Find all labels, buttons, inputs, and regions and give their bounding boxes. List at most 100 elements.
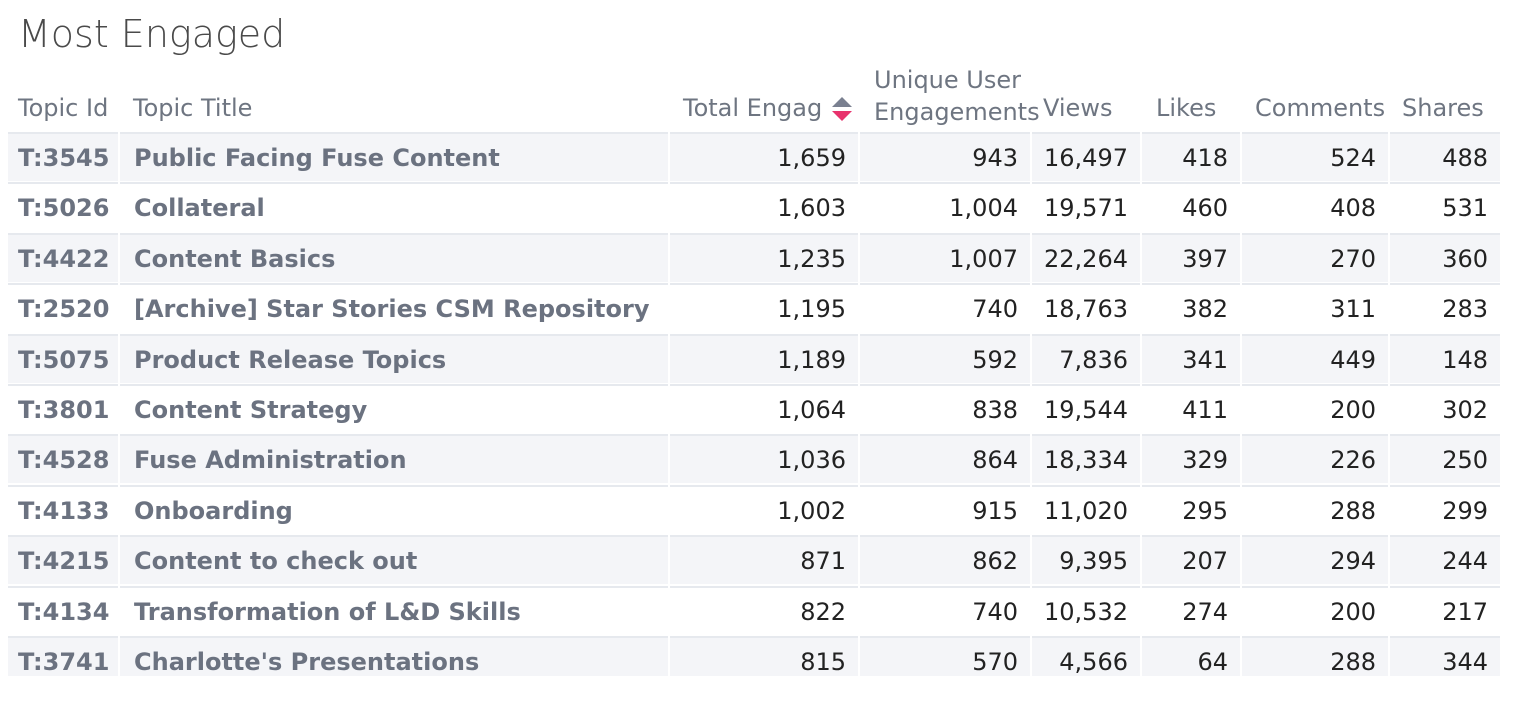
number-cell: 294 <box>1242 535 1388 585</box>
number-cell: 1,004 <box>860 182 1030 231</box>
text-cell[interactable]: Content Strategy <box>120 384 668 433</box>
number-cell: 344 <box>1390 636 1500 676</box>
number-cell: 274 <box>1142 585 1240 635</box>
number-cell: 360 <box>1390 232 1500 282</box>
text-cell: T:4422 <box>8 232 118 282</box>
number-cell: 1,659 <box>670 132 858 181</box>
number-cell: 299 <box>1390 484 1500 534</box>
number-cell: 1,002 <box>670 484 858 534</box>
number-cell: 22,264 <box>1032 232 1140 282</box>
number-cell: 311 <box>1242 283 1388 332</box>
column-header[interactable]: Total Engag <box>683 94 823 122</box>
number-cell: 341 <box>1142 333 1240 383</box>
number-cell: 570 <box>860 636 1030 676</box>
number-cell: 64 <box>1142 636 1240 676</box>
text-cell: T:5075 <box>8 333 118 383</box>
number-cell: 302 <box>1390 384 1500 433</box>
number-cell: 9,395 <box>1032 535 1140 585</box>
column-header[interactable]: Comments <box>1255 94 1386 122</box>
text-cell: T:3545 <box>8 132 118 181</box>
column-header[interactable]: Shares <box>1402 94 1484 122</box>
number-cell: 871 <box>670 535 858 585</box>
column-header[interactable]: Unique User Engagements <box>864 64 1044 138</box>
text-cell: T:5026 <box>8 182 118 231</box>
number-cell: 207 <box>1142 535 1240 585</box>
text-cell[interactable]: Charlotte's Presentations <box>120 636 668 676</box>
number-cell: 397 <box>1142 232 1240 282</box>
number-cell: 283 <box>1390 283 1500 332</box>
text-cell: T:4134 <box>8 585 118 635</box>
number-cell: 862 <box>860 535 1030 585</box>
text-cell[interactable]: Fuse Administration <box>120 434 668 484</box>
column-header[interactable]: Topic Title <box>133 94 253 122</box>
number-cell: 148 <box>1390 333 1500 383</box>
sort-icon[interactable] <box>830 96 854 124</box>
number-cell: 270 <box>1242 232 1388 282</box>
number-cell: 864 <box>860 434 1030 484</box>
number-cell: 418 <box>1142 132 1240 181</box>
number-cell: 1,189 <box>670 333 858 383</box>
number-cell: 7,836 <box>1032 333 1140 383</box>
widget-title: Most Engaged <box>18 12 286 56</box>
number-cell: 329 <box>1142 434 1240 484</box>
text-cell: T:4133 <box>8 484 118 534</box>
number-cell: 1,603 <box>670 182 858 231</box>
text-cell[interactable]: Public Facing Fuse Content <box>120 132 668 181</box>
text-cell[interactable]: Transformation of L&D Skills <box>120 585 668 635</box>
number-cell: 200 <box>1242 384 1388 433</box>
column-header[interactable]: Views <box>1043 94 1113 122</box>
number-cell: 18,334 <box>1032 434 1140 484</box>
number-cell: 16,497 <box>1032 132 1140 181</box>
text-cell[interactable]: Collateral <box>120 182 668 231</box>
number-cell: 915 <box>860 484 1030 534</box>
number-cell: 488 <box>1390 132 1500 181</box>
number-cell: 288 <box>1242 484 1388 534</box>
number-cell: 1,195 <box>670 283 858 332</box>
number-cell: 18,763 <box>1032 283 1140 332</box>
column-header[interactable]: Likes <box>1156 94 1217 122</box>
number-cell: 217 <box>1390 585 1500 635</box>
text-cell[interactable]: Content Basics <box>120 232 668 282</box>
number-cell: 10,532 <box>1032 585 1140 635</box>
number-cell: 943 <box>860 132 1030 181</box>
text-cell[interactable]: Product Release Topics <box>120 333 668 383</box>
number-cell: 4,566 <box>1032 636 1140 676</box>
number-cell: 531 <box>1390 182 1500 231</box>
number-cell: 1,036 <box>670 434 858 484</box>
column-header[interactable]: Topic Id <box>18 94 109 122</box>
text-cell[interactable]: [Archive] Star Stories CSM Repository <box>120 283 668 332</box>
number-cell: 1,007 <box>860 232 1030 282</box>
number-cell: 524 <box>1242 132 1388 181</box>
table-body: T:3545 Public Facing Fuse Content 1,659 943… <box>8 132 1500 676</box>
number-cell: 740 <box>860 585 1030 635</box>
text-cell[interactable]: Content to check out <box>120 535 668 585</box>
text-cell[interactable]: Onboarding <box>120 484 668 534</box>
number-cell: 411 <box>1142 384 1240 433</box>
text-cell: T:4528 <box>8 434 118 484</box>
number-cell: 295 <box>1142 484 1240 534</box>
number-cell: 408 <box>1242 182 1388 231</box>
number-cell: 838 <box>860 384 1030 433</box>
number-cell: 288 <box>1242 636 1388 676</box>
number-cell: 1,235 <box>670 232 858 282</box>
number-cell: 244 <box>1390 535 1500 585</box>
number-cell: 200 <box>1242 585 1388 635</box>
number-cell: 11,020 <box>1032 484 1140 534</box>
number-cell: 1,064 <box>670 384 858 433</box>
number-cell: 382 <box>1142 283 1240 332</box>
number-cell: 449 <box>1242 333 1388 383</box>
number-cell: 815 <box>670 636 858 676</box>
text-cell: T:3801 <box>8 384 118 433</box>
number-cell: 19,544 <box>1032 384 1140 433</box>
number-cell: 740 <box>860 283 1030 332</box>
number-cell: 19,571 <box>1032 182 1140 231</box>
number-cell: 822 <box>670 585 858 635</box>
text-cell: T:2520 <box>8 283 118 332</box>
number-cell: 460 <box>1142 182 1240 231</box>
text-cell: T:4215 <box>8 535 118 585</box>
number-cell: 592 <box>860 333 1030 383</box>
number-cell: 250 <box>1390 434 1500 484</box>
text-cell: T:3741 <box>8 636 118 676</box>
number-cell: 226 <box>1242 434 1388 484</box>
